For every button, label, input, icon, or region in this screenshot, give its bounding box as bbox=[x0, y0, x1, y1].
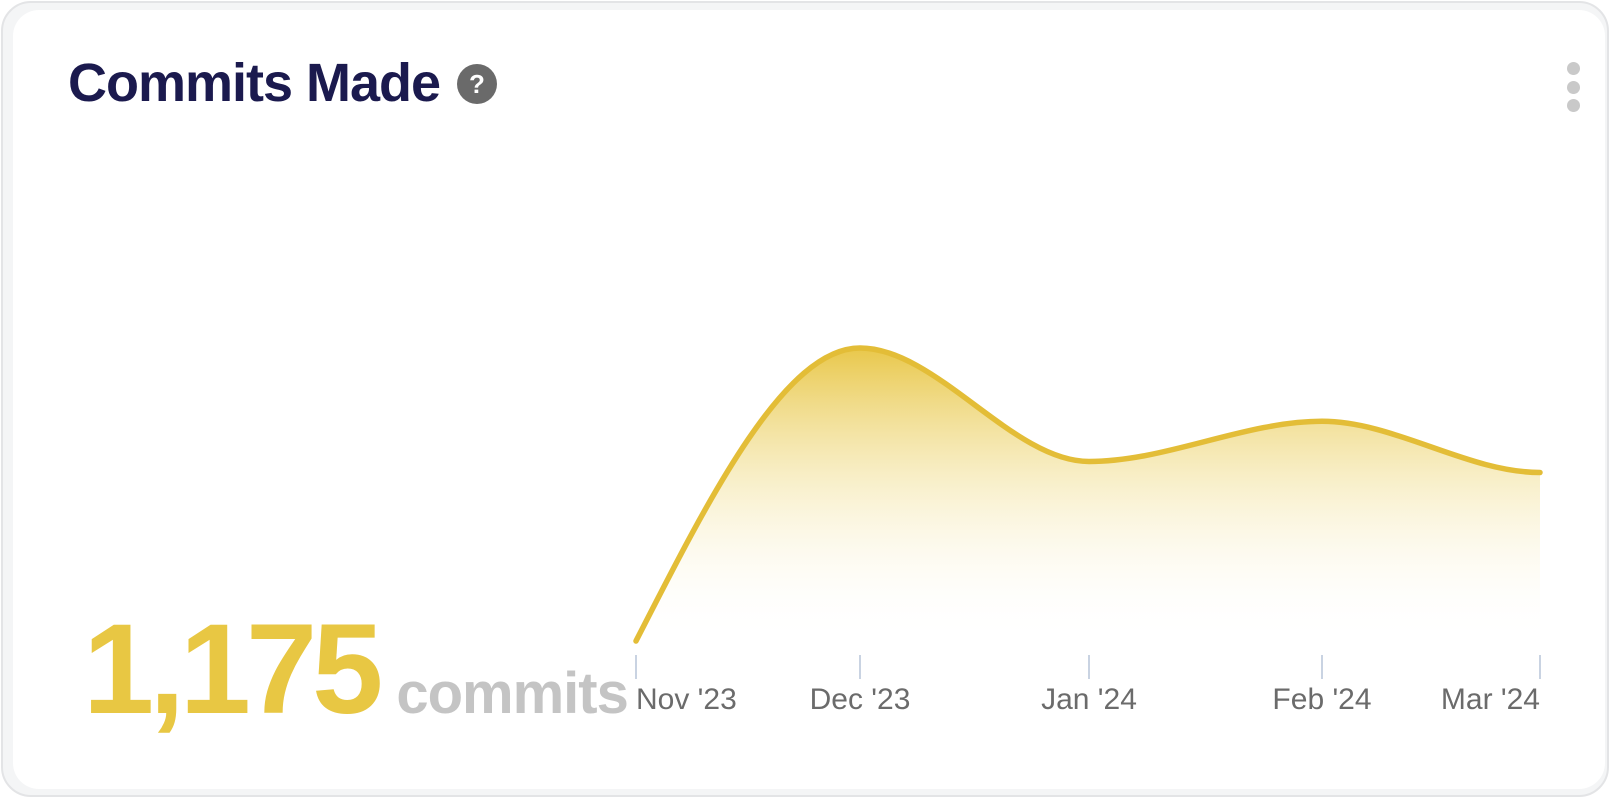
commits-area-chart[interactable] bbox=[613, 335, 1543, 655]
x-tick-mark bbox=[1321, 655, 1323, 679]
metric: 1,175 commits bbox=[83, 598, 629, 741]
x-tick-label: Jan '24 bbox=[1041, 683, 1137, 716]
x-tick-label: Mar '24 bbox=[1440, 683, 1540, 716]
commits-card: Commits Made ? 1,175 commits bbox=[13, 10, 1605, 789]
x-tick-label: Feb '24 bbox=[1272, 683, 1372, 716]
x-tick-mark bbox=[635, 655, 637, 679]
x-tick-mark bbox=[1088, 655, 1090, 679]
line-series bbox=[633, 345, 1543, 644]
area-series bbox=[636, 348, 1540, 641]
x-tick-mark bbox=[1539, 655, 1541, 679]
metric-value: 1,175 bbox=[83, 598, 383, 741]
question-mark-icon: ? bbox=[469, 69, 485, 99]
help-button[interactable]: ? bbox=[457, 64, 497, 104]
area-chart-svg bbox=[633, 345, 1543, 644]
card-menu-button[interactable] bbox=[1559, 60, 1587, 114]
vertical-ellipsis-icon bbox=[1566, 99, 1580, 112]
x-tick-label: Dec '23 bbox=[809, 683, 911, 716]
x-tick-label: Nov '23 bbox=[636, 683, 737, 716]
card-title: Commits Made bbox=[68, 53, 441, 113]
x-tick-mark bbox=[859, 655, 861, 679]
vertical-ellipsis-icon bbox=[1566, 80, 1580, 94]
vertical-ellipsis-icon bbox=[1566, 62, 1580, 75]
x-axis: Nov '23 Dec '23 Jan '24 Feb '24 Mar '24 bbox=[613, 655, 1543, 725]
metric-unit: commits bbox=[396, 661, 629, 726]
